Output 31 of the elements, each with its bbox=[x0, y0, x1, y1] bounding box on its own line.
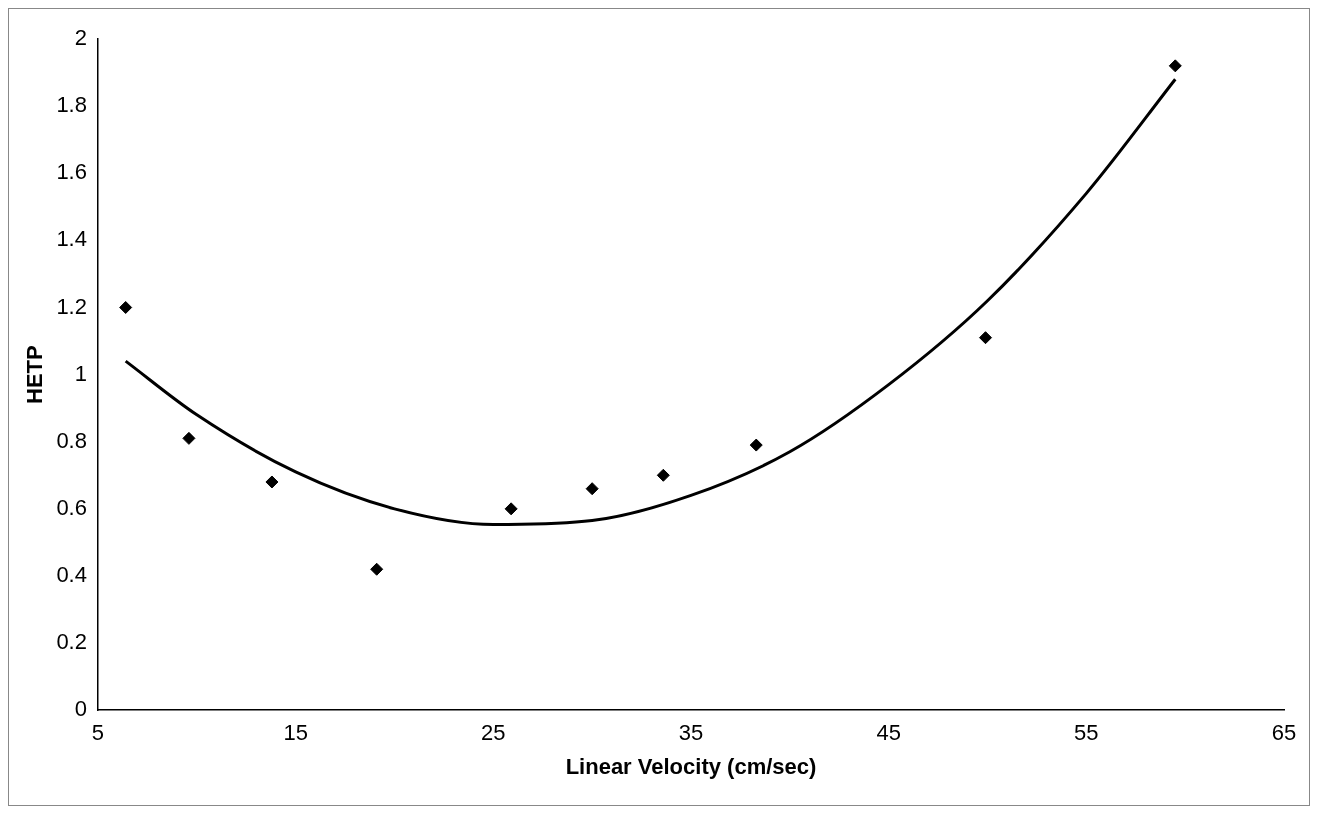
x-tick-label: 35 bbox=[678, 720, 704, 746]
y-tick-label: 0.6 bbox=[56, 494, 87, 520]
point bbox=[119, 300, 133, 314]
x-tick-label: 55 bbox=[1074, 720, 1099, 746]
point bbox=[370, 562, 384, 576]
y-axis-title: HETP bbox=[22, 345, 48, 404]
x-tick-label: 45 bbox=[876, 720, 901, 746]
x-tick-label: 65 bbox=[1271, 720, 1297, 746]
y-tick-label: 0.8 bbox=[56, 427, 87, 453]
y-tick-label: 1.2 bbox=[56, 293, 87, 319]
point bbox=[979, 331, 993, 345]
x-tick-label: 5 bbox=[91, 720, 105, 746]
point bbox=[585, 482, 599, 496]
y-tick-label: 1 bbox=[74, 360, 87, 386]
point bbox=[749, 438, 763, 452]
y-tick-label: 2 bbox=[74, 25, 87, 51]
point bbox=[182, 431, 196, 445]
point bbox=[1168, 59, 1182, 73]
x-tick-label: 25 bbox=[481, 720, 506, 746]
x-tick-label: 15 bbox=[283, 720, 308, 746]
point bbox=[504, 502, 518, 516]
y-tick-label: 0.4 bbox=[56, 562, 87, 588]
y-tick-label: 0.2 bbox=[56, 629, 87, 655]
line-series bbox=[124, 77, 1177, 527]
y-tick-label: 1.8 bbox=[56, 92, 87, 118]
point bbox=[265, 475, 279, 489]
y-tick-label: 1.4 bbox=[56, 226, 87, 252]
x-axis-title: Linear Velocity (cm/sec) bbox=[565, 753, 817, 779]
y-tick-label: 0 bbox=[74, 696, 87, 722]
y-tick-label: 1.6 bbox=[56, 159, 87, 185]
point bbox=[656, 468, 670, 482]
